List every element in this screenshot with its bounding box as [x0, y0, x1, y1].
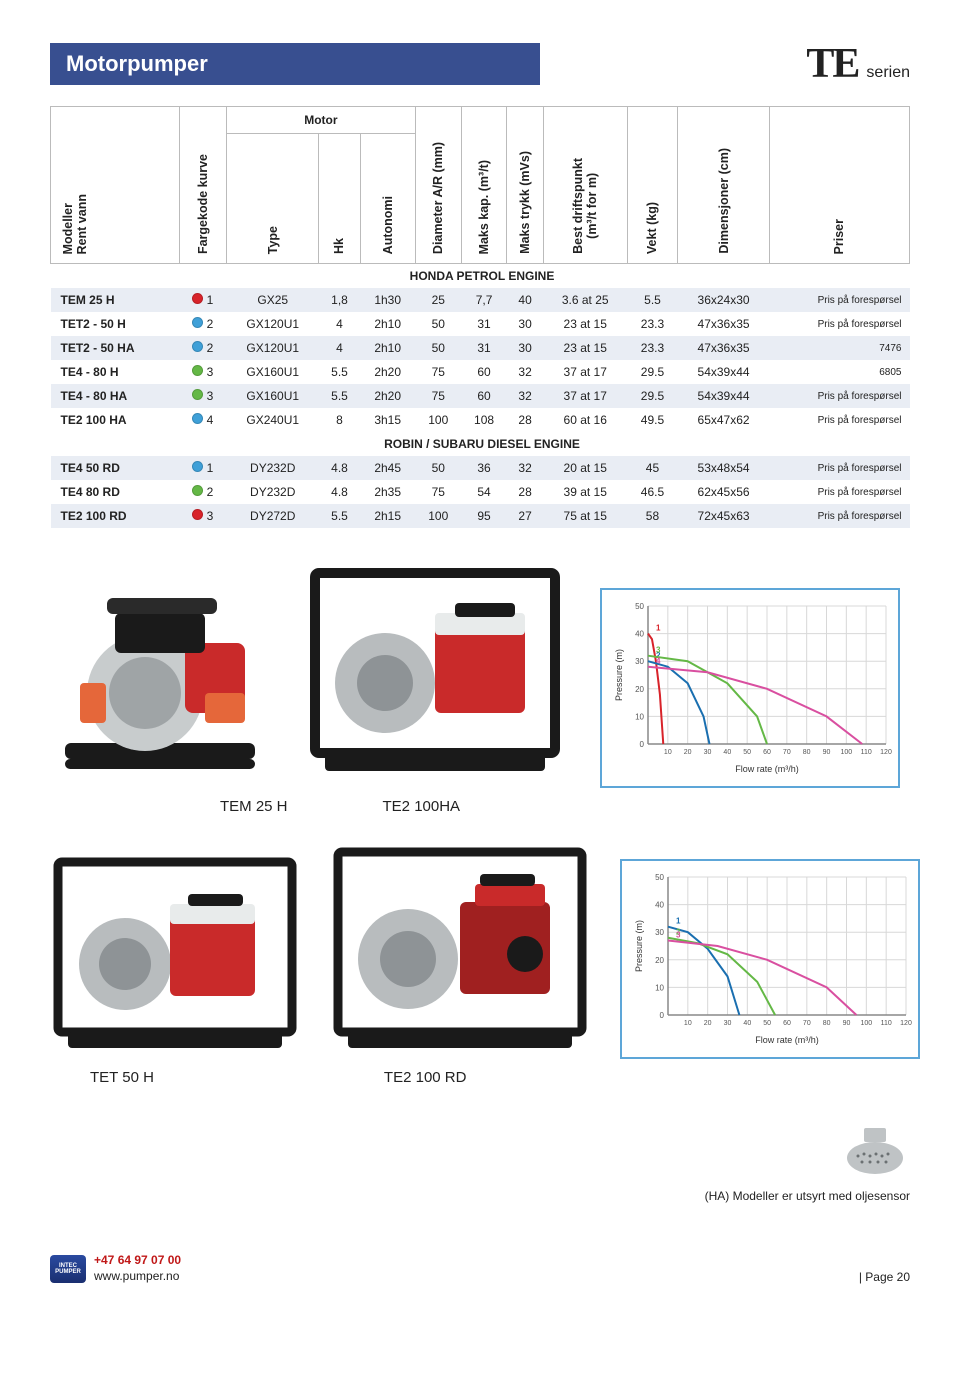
svg-text:60: 60 — [783, 1020, 791, 1027]
svg-text:40: 40 — [743, 1020, 751, 1027]
product-image-tet50h — [50, 849, 300, 1059]
svg-text:20: 20 — [684, 749, 692, 756]
th-model: Modeller Rent vann — [61, 194, 89, 254]
th-vekt: Vekt (kg) — [645, 202, 659, 254]
svg-text:110: 110 — [861, 749, 872, 756]
svg-text:20: 20 — [704, 1020, 712, 1027]
page-title: Motorpumper — [50, 43, 540, 85]
svg-text:90: 90 — [843, 1020, 851, 1027]
svg-text:50: 50 — [763, 1020, 771, 1027]
svg-text:Flow rate (m³/h): Flow rate (m³/h) — [735, 764, 799, 774]
svg-text:60: 60 — [763, 749, 771, 756]
svg-text:30: 30 — [704, 749, 712, 756]
th-curve: Fargekode kurve — [196, 154, 210, 254]
section-title: ROBIN / SUBARU DIESEL ENGINE — [51, 432, 910, 456]
svg-text:10: 10 — [664, 749, 672, 756]
svg-text:30: 30 — [655, 928, 664, 937]
series-code: TE — [806, 40, 858, 88]
table-row: TE4 - 80 HA 3GX160U15.52h2075603237 at 1… — [51, 384, 910, 408]
accessory-strainer-icon — [840, 1126, 910, 1176]
svg-text:50: 50 — [655, 873, 664, 882]
table-row: TET2 - 50 H 2GX120U142h1050313023 at 152… — [51, 312, 910, 336]
table-row: TE2 100 RD 3DY272D5.52h15100952775 at 15… — [51, 504, 910, 528]
svg-text:70: 70 — [803, 1020, 811, 1027]
svg-text:80: 80 — [823, 1020, 831, 1027]
svg-text:10: 10 — [655, 983, 664, 992]
th-diameter: Diameter A/R (mm) — [431, 142, 445, 254]
svg-text:1: 1 — [656, 624, 661, 633]
footer-phone: +47 64 97 07 00 — [94, 1253, 181, 1269]
th-hk: Hk — [332, 238, 346, 254]
footer-page: | Page 20 — [859, 1270, 910, 1284]
svg-text:70: 70 — [783, 749, 791, 756]
chart-bottom: 0 10 20 30 40 50 10 20 30 40 50 60 70 80 90 100 110 120 Pr… — [620, 859, 920, 1059]
th-priser: Priser — [832, 219, 846, 254]
svg-text:40: 40 — [655, 901, 664, 910]
svg-text:Flow rate (m³/h): Flow rate (m³/h) — [755, 1035, 819, 1045]
caption-tet50h: TET 50 H — [90, 1069, 154, 1086]
svg-text:50: 50 — [635, 602, 644, 611]
series-badge: TE serien — [806, 40, 910, 88]
th-maks-kap: Maks kap. (m³/t) — [477, 160, 491, 254]
svg-text:20: 20 — [635, 685, 644, 694]
section-title: HONDA PETROL ENGINE — [51, 264, 910, 289]
svg-text:30: 30 — [635, 657, 644, 666]
footer-url: www.pumper.no — [94, 1269, 181, 1285]
product-image-tem25h — [50, 578, 270, 788]
svg-text:10: 10 — [684, 1020, 692, 1027]
th-autonomi: Autonomi — [381, 196, 395, 254]
svg-text:110: 110 — [881, 1020, 892, 1027]
logo-icon: INTEC PUMPER — [50, 1255, 86, 1283]
svg-text:10: 10 — [635, 712, 644, 721]
table-row: TEM 25 H 1GX251,81h30257,7403.6 at 255.5… — [51, 288, 910, 312]
table-row: TET2 - 50 HA 2GX120U142h1050313023 at 15… — [51, 336, 910, 360]
product-image-te2100ha — [300, 558, 570, 788]
svg-text:120: 120 — [880, 749, 892, 756]
accessory-note: (HA) Modeller er utsyrt med oljesensor — [50, 1189, 910, 1203]
table-row: TE4 50 RD 1DY232D4.82h4550363220 at 1545… — [51, 456, 910, 480]
svg-text:3: 3 — [676, 930, 681, 939]
th-dim: Dimensjoner (cm) — [717, 148, 731, 254]
svg-text:40: 40 — [635, 630, 644, 639]
svg-text:Pressure (m): Pressure (m) — [634, 920, 644, 972]
series-label: serien — [866, 64, 910, 82]
th-motor-group: Motor — [226, 107, 415, 134]
svg-text:1: 1 — [676, 917, 681, 926]
svg-text:30: 30 — [724, 1020, 732, 1027]
caption-te2100ha: TE2 100HA — [383, 798, 461, 815]
th-type: Type — [266, 226, 280, 254]
product-image-te2100rd — [330, 839, 590, 1059]
svg-text:80: 80 — [803, 749, 811, 756]
svg-text:Pressure (m): Pressure (m) — [614, 649, 624, 701]
svg-text:4: 4 — [656, 657, 661, 666]
th-best-drift: Best driftspunkt (m³/t for m) — [571, 158, 599, 254]
table-row: TE4 80 RD 2DY232D4.82h3575542839 at 1546… — [51, 480, 910, 504]
svg-text:100: 100 — [860, 1020, 872, 1027]
table-row: TE4 - 80 H 3GX160U15.52h2075603237 at 17… — [51, 360, 910, 384]
caption-te2100rd: TE2 100 RD — [384, 1069, 467, 1086]
svg-text:90: 90 — [823, 749, 831, 756]
chart-top: 0 10 20 30 40 50 10 20 30 40 50 60 70 80 90 100 110 120 Pr… — [600, 588, 900, 788]
svg-text:50: 50 — [743, 749, 751, 756]
svg-text:0: 0 — [640, 740, 645, 749]
table-row: TE2 100 HA 4GX240U183h151001082860 at 16… — [51, 408, 910, 432]
svg-text:120: 120 — [900, 1020, 912, 1027]
footer-left: INTEC PUMPER +47 64 97 07 00 www.pumper.… — [50, 1253, 181, 1284]
spec-table: Modeller Rent vann Fargekode kurve Motor… — [50, 106, 910, 528]
svg-text:0: 0 — [660, 1011, 665, 1020]
svg-text:3: 3 — [656, 646, 661, 655]
th-maks-trykk: Maks trykk (mVs) — [518, 151, 532, 254]
svg-text:100: 100 — [840, 749, 852, 756]
caption-tem25h: TEM 25 H — [220, 798, 288, 815]
svg-text:40: 40 — [723, 749, 731, 756]
svg-text:20: 20 — [655, 956, 664, 965]
